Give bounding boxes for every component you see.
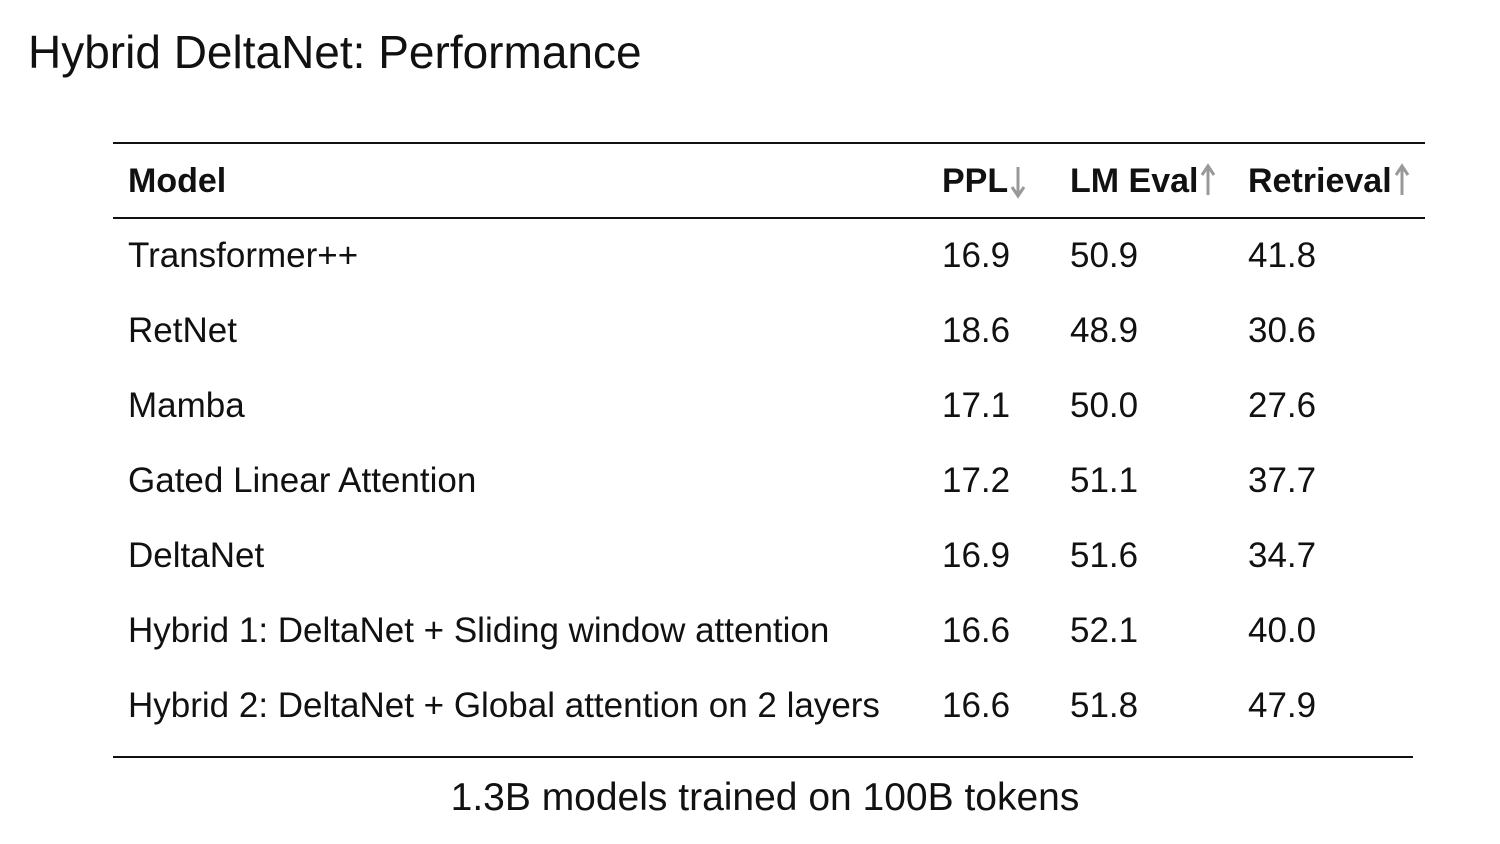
header-text: Retrieval xyxy=(1248,162,1392,200)
table-top-rule xyxy=(113,142,1425,144)
metric-value: 34.7 xyxy=(1248,536,1317,575)
header-cell: PPL xyxy=(942,160,1026,202)
header-rule xyxy=(113,217,1425,219)
metric-value: 17.1 xyxy=(942,386,1011,425)
metric-value: 16.6 xyxy=(942,611,1011,650)
metric-value: 40.0 xyxy=(1248,611,1317,650)
header-cell: Retrieval xyxy=(1248,160,1410,202)
metric-value: 16.6 xyxy=(942,686,1011,725)
metric-value: 52.1 xyxy=(1070,611,1139,650)
table-bottom-rule xyxy=(113,756,1413,758)
metric-value: 30.6 xyxy=(1248,311,1317,350)
metric-value: 17.2 xyxy=(942,461,1011,500)
metric-value: 51.1 xyxy=(1070,461,1139,500)
up-arrow xyxy=(1394,163,1409,195)
up-arrow xyxy=(1201,163,1216,195)
header-text: PPL xyxy=(942,162,1009,200)
model-name: Mamba xyxy=(128,386,245,425)
metric-value: 37.7 xyxy=(1248,461,1317,500)
model-name: Gated Linear Attention xyxy=(128,461,477,500)
slide-title: Hybrid DeltaNet: Performance xyxy=(28,26,642,78)
caption: 1.3B models trained on 100B tokens xyxy=(450,776,1080,819)
header-cell: LM Eval xyxy=(1070,160,1216,202)
model-name: Transformer++ xyxy=(128,236,359,275)
model-name: Hybrid 2: DeltaNet + Global attention on… xyxy=(128,686,880,725)
metric-value: 47.9 xyxy=(1248,686,1317,725)
down-arrow xyxy=(1010,167,1026,199)
model-name: DeltaNet xyxy=(128,536,265,575)
metric-value: 48.9 xyxy=(1070,311,1139,350)
metric-value: 51.8 xyxy=(1070,686,1139,725)
metric-value: 51.6 xyxy=(1070,536,1139,575)
metric-value: 16.9 xyxy=(942,536,1011,575)
model-name: RetNet xyxy=(128,311,237,350)
metric-value: 41.8 xyxy=(1248,236,1317,275)
metric-value: 16.9 xyxy=(942,236,1011,275)
model-name: Hybrid 1: DeltaNet + Sliding window atte… xyxy=(128,611,830,650)
metric-value: 50.9 xyxy=(1070,236,1139,275)
metric-value: 27.6 xyxy=(1248,386,1317,425)
header-text: LM Eval xyxy=(1070,162,1199,200)
metric-value: 50.0 xyxy=(1070,386,1139,425)
metric-value: 18.6 xyxy=(942,311,1011,350)
header-cell: Model xyxy=(128,160,226,202)
header-text: Model xyxy=(128,162,227,200)
